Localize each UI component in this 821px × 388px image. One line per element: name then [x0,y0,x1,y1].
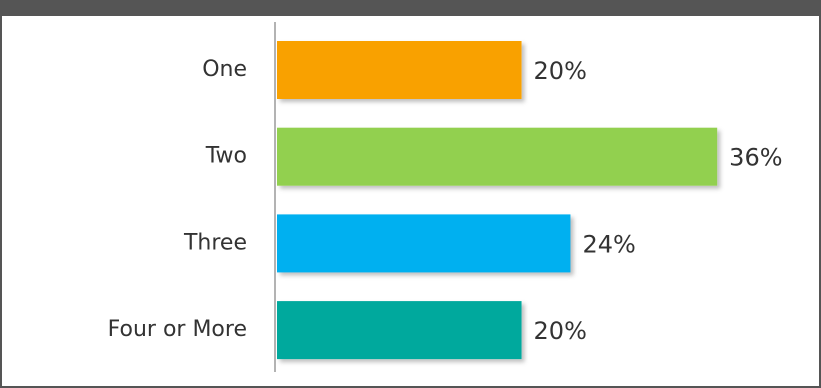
value-label-one: 20% [534,57,587,85]
value-label-three: 24% [582,230,635,258]
bars-group [277,41,718,360]
category-label-one: One [202,57,247,82]
bar-two [277,127,718,186]
value-label-two: 36% [729,144,782,172]
category-label-three: Three [183,230,247,255]
category-label-four-or-more: Four or More [108,317,247,342]
bar-four-or-more [277,301,522,360]
category-label-two: Two [205,144,247,169]
category-labels: One Two Three Four or More [108,57,247,342]
bar-one [277,41,522,99]
value-label-four-or-more: 20% [534,317,587,345]
bar-three [277,214,571,273]
value-labels: 20% 36% 24% 20% [534,57,783,345]
